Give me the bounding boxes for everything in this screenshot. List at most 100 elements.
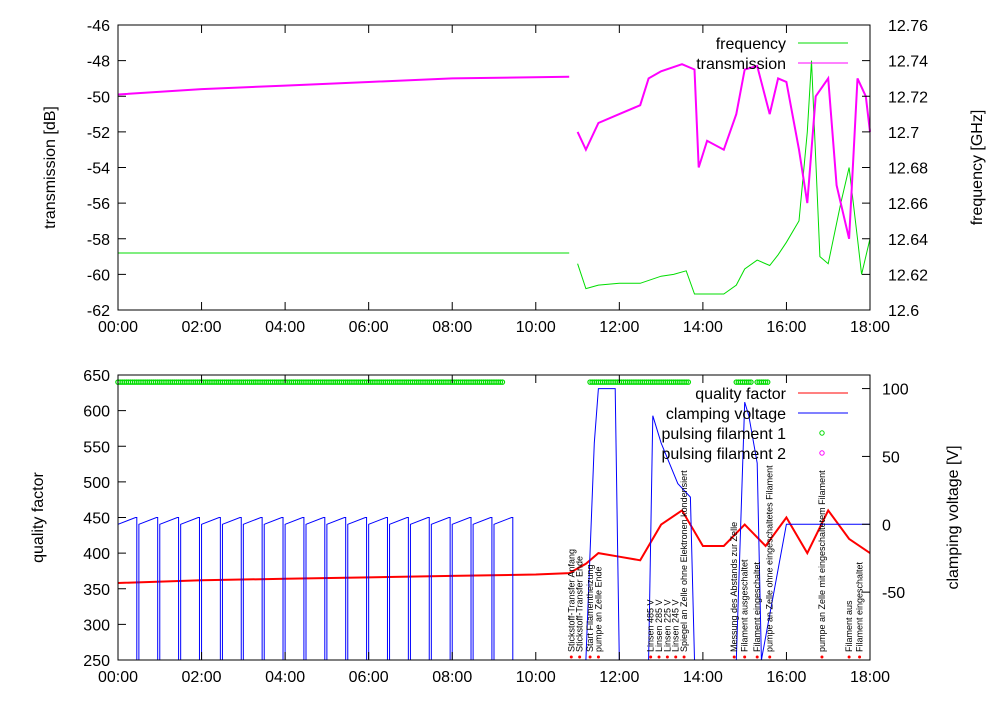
y-axis-label: quality factor bbox=[30, 471, 47, 562]
clamping-cycle bbox=[242, 517, 263, 660]
y2-tick-label: 12.68 bbox=[888, 161, 928, 178]
y-tick-label: -60 bbox=[87, 267, 110, 284]
clamping-cycle bbox=[305, 517, 326, 660]
annotation-label: Messung des Abstands zur Zelle bbox=[729, 522, 739, 652]
filament-marker bbox=[499, 379, 506, 385]
clamping-cycle bbox=[201, 517, 221, 660]
y-tick-label: -54 bbox=[87, 161, 110, 178]
annotation-marker bbox=[588, 655, 592, 659]
x-tick-label: 16:00 bbox=[766, 319, 806, 336]
annotation-marker bbox=[649, 655, 653, 659]
x-tick-label: 16:00 bbox=[766, 669, 806, 686]
series-line-clamping-voltage bbox=[585, 388, 870, 661]
y2-axis-label: clamping voltage [V] bbox=[945, 445, 962, 589]
filament-marker bbox=[685, 379, 692, 385]
annotation-marker bbox=[682, 655, 686, 659]
annotation-label: Linsen 225 V bbox=[662, 599, 672, 652]
y-tick-label: -50 bbox=[87, 89, 110, 106]
x-tick-label: 06:00 bbox=[349, 319, 389, 336]
filament-marker bbox=[762, 379, 769, 385]
clamping-cycle bbox=[451, 517, 472, 660]
y-tick-label: 600 bbox=[83, 404, 110, 421]
annotation-label: pumpe an Zelle Ende bbox=[593, 566, 603, 652]
y-tick-label: 300 bbox=[83, 617, 110, 634]
y-tick-label: 350 bbox=[83, 582, 110, 599]
y2-tick-label: 12.7 bbox=[888, 125, 919, 142]
y-tick-label: -52 bbox=[87, 125, 110, 142]
legend-label: pulsing filament 1 bbox=[661, 426, 786, 443]
annotation-marker bbox=[674, 655, 678, 659]
y-tick-label: 550 bbox=[83, 439, 110, 456]
clamping-cycle bbox=[159, 517, 180, 660]
annotation-marker bbox=[743, 655, 747, 659]
legend-label: frequency bbox=[716, 36, 786, 53]
y-tick-label: 250 bbox=[83, 653, 110, 670]
legend-label: clamping voltage bbox=[666, 406, 786, 423]
clamping-cycle bbox=[389, 517, 409, 660]
x-tick-label: 14:00 bbox=[683, 319, 723, 336]
y-tick-label: -56 bbox=[87, 196, 110, 213]
clamping-cycle bbox=[347, 517, 368, 660]
annotation-marker bbox=[755, 655, 759, 659]
x-tick-label: 12:00 bbox=[599, 319, 639, 336]
annotation-marker bbox=[665, 655, 669, 659]
x-tick-label: 18:00 bbox=[850, 319, 890, 336]
annotation-marker bbox=[569, 655, 573, 659]
clamping-cycle bbox=[180, 517, 200, 660]
annotation-label: Filament aus bbox=[844, 600, 854, 652]
annotation-marker bbox=[820, 655, 824, 659]
x-tick-label: 02:00 bbox=[182, 319, 222, 336]
y2-tick-label: 12.76 bbox=[888, 18, 928, 35]
clamping-cycle bbox=[263, 517, 284, 660]
y2-tick-label: 12.64 bbox=[888, 232, 928, 249]
clamping-cycle bbox=[326, 517, 347, 660]
x-tick-label: 00:00 bbox=[98, 669, 138, 686]
clamping-cycle bbox=[138, 517, 159, 660]
x-tick-label: 04:00 bbox=[265, 319, 305, 336]
y-tick-label: -58 bbox=[87, 232, 110, 249]
legend-marker bbox=[819, 430, 825, 436]
y-tick-label: 650 bbox=[83, 368, 110, 385]
y2-tick-label: 12.6 bbox=[888, 303, 919, 320]
x-tick-label: 06:00 bbox=[349, 669, 389, 686]
x-tick-label: 04:00 bbox=[265, 669, 305, 686]
annotation-label: Filament ausgeschaltet bbox=[740, 559, 750, 652]
filament-marker bbox=[764, 379, 771, 385]
legend-marker bbox=[819, 450, 825, 456]
annotation-marker bbox=[578, 655, 582, 659]
series-line-frequency bbox=[118, 60, 871, 295]
annotation-label: Filament eingeschaltet bbox=[752, 561, 762, 652]
x-tick-label: 18:00 bbox=[850, 669, 890, 686]
filament-marker bbox=[683, 379, 689, 385]
y-tick-label: -46 bbox=[87, 18, 110, 35]
annotation-marker bbox=[732, 655, 736, 659]
y2-tick-label: 12.62 bbox=[888, 267, 928, 284]
x-tick-label: 10:00 bbox=[516, 319, 556, 336]
clamping-cycle bbox=[368, 517, 388, 660]
annotation-label: Linsen 245 V bbox=[671, 599, 681, 652]
annotation-marker bbox=[847, 655, 851, 659]
clamping-cycle bbox=[221, 517, 242, 660]
y2-tick-label: 12.66 bbox=[888, 196, 928, 213]
y2-tick-label: -50 bbox=[882, 585, 905, 602]
y-tick-label: -62 bbox=[87, 303, 110, 320]
filament-marker bbox=[746, 379, 752, 385]
x-tick-label: 08:00 bbox=[432, 669, 472, 686]
annotation-label: pumpe an Zelle mit eingeschaltetem Filam… bbox=[817, 470, 827, 652]
y-axis-label: transmission [dB] bbox=[42, 106, 59, 229]
annotation-label: Filament eingeschaltet bbox=[855, 561, 865, 652]
annotation-marker bbox=[858, 655, 862, 659]
clamping-cycle bbox=[409, 517, 430, 660]
y2-tick-label: 100 bbox=[882, 382, 909, 399]
x-tick-label: 00:00 bbox=[98, 319, 138, 336]
clamping-cycle bbox=[430, 517, 451, 660]
y-tick-label: 450 bbox=[83, 511, 110, 528]
annotation-label: Stickstoff-Transfer Anfang bbox=[566, 549, 576, 652]
legend-label: quality factor bbox=[695, 386, 786, 403]
annotation-marker bbox=[596, 655, 600, 659]
filament-marker bbox=[497, 379, 504, 385]
legend-label: pulsing filament 2 bbox=[661, 446, 786, 463]
annotation-marker bbox=[657, 655, 661, 659]
